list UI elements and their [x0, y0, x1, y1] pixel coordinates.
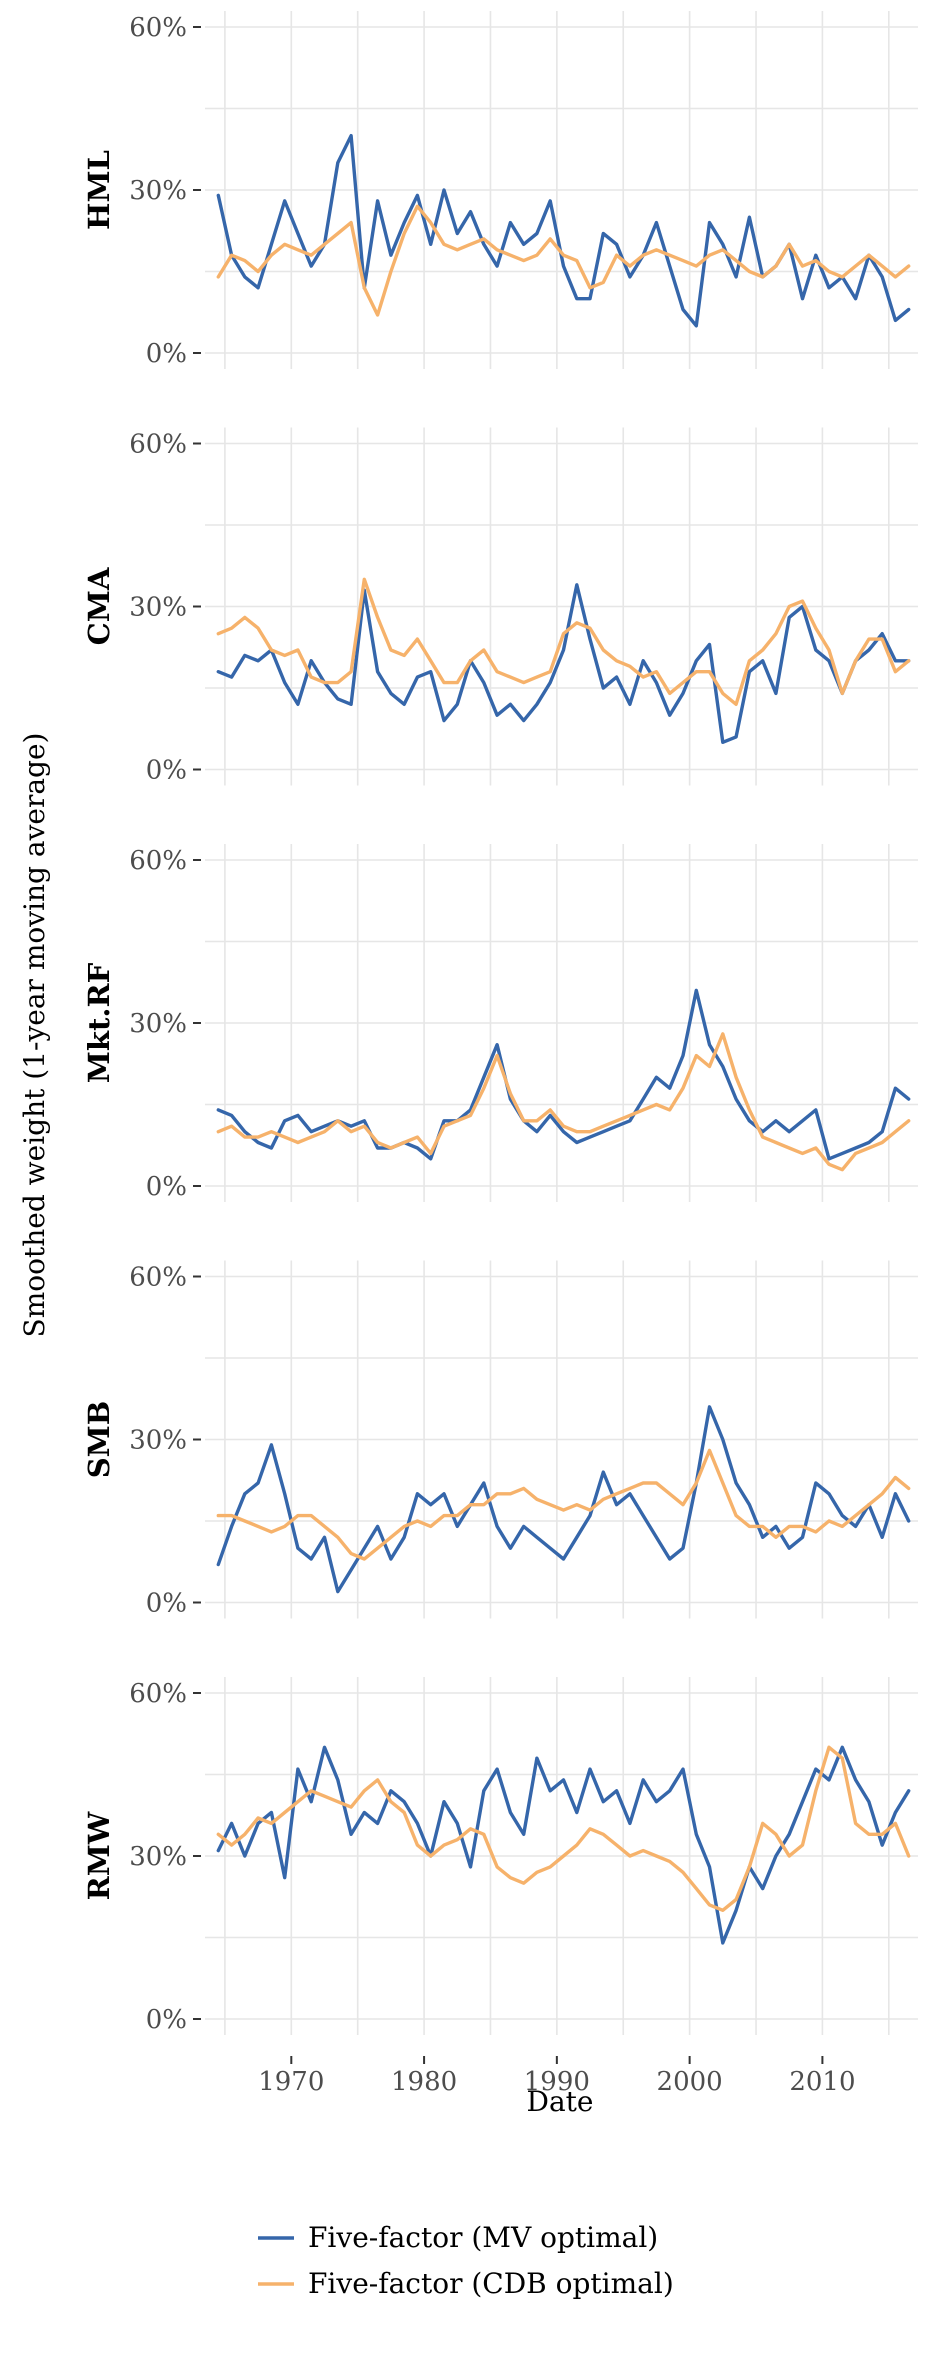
panel-mkt-rf: 0% 30% 60% Mkt.RF [82, 844, 918, 1202]
panel-label: RMW [82, 1811, 116, 1900]
y-tick-label: 30% [129, 176, 187, 206]
x-tick-label: 2000 [657, 2067, 723, 2097]
panel-label: HML [82, 150, 116, 230]
y-tick-label: 0% [146, 756, 187, 786]
y-tick-label: 30% [129, 1426, 187, 1456]
series-line-cdb [216, 577, 911, 706]
y-tick-label: 30% [129, 1009, 187, 1039]
series-line-cdb [216, 1032, 911, 1172]
panel-hml: 0% 30% 60% HML [82, 11, 918, 369]
series-line-cdb [216, 1448, 911, 1561]
y-tick-label: 60% [129, 13, 187, 43]
series-line-mv [216, 134, 911, 328]
series-line-cdb [216, 1745, 911, 1912]
y-tick-label: 60% [129, 846, 187, 876]
legend-label-cdb: Five-factor (CDB optimal) [308, 2267, 674, 2300]
y-tick-label: 0% [146, 1172, 187, 1202]
panel-label: SMB [82, 1401, 116, 1479]
y-tick-label: 60% [129, 430, 187, 460]
y-tick-label: 0% [146, 1589, 187, 1619]
x-tick-label: 1970 [258, 2067, 324, 2097]
y-axis-title: Smoothed weight (1-year moving average) [18, 733, 51, 1338]
panel-cma: 0% 30% 60% CMA [82, 427, 918, 786]
y-tick-label: 60% [129, 1679, 187, 1709]
x-tick-label: 1980 [391, 2067, 457, 2097]
x-tick-label: 2010 [789, 2067, 855, 2097]
series-line-cdb [216, 204, 911, 317]
panels-layer: 0% 30% 60% HML 0% 30% 60% CMA 0% 30% 60% Mkt.RF 0% 30… [82, 11, 918, 2035]
panel-label: Mkt.RF [82, 962, 116, 1083]
y-tick-label: 30% [129, 593, 187, 623]
y-tick-label: 60% [129, 1263, 187, 1293]
series-line-mv [216, 1405, 911, 1594]
x-axis: 1970 1980 1990 2000 2010 [258, 2056, 855, 2097]
panel-rmw: 0% 30% 60% RMW [82, 1677, 918, 2035]
series-line-mv [216, 583, 911, 744]
x-axis-title: Date [527, 2085, 594, 2118]
legend-label-mv: Five-factor (MV optimal) [308, 2221, 658, 2254]
y-tick-label: 0% [146, 2005, 187, 2035]
y-tick-label: 30% [129, 1842, 187, 1872]
series-line-mv [216, 1745, 911, 1945]
legend: Five-factor (MV optimal) Five-factor (CDB… [258, 2221, 674, 2300]
x-tick-label: 1990 [524, 2067, 590, 2097]
y-tick-label: 0% [146, 339, 187, 369]
panel-label: CMA [82, 567, 116, 645]
panel-smb: 0% 30% 60% SMB [82, 1260, 918, 1619]
